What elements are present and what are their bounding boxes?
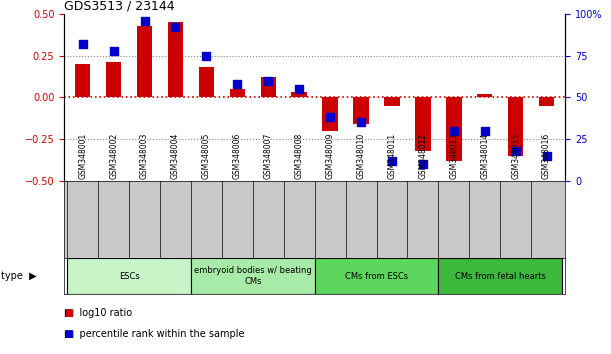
Bar — [539, 97, 554, 105]
Text: ■: ■ — [64, 329, 73, 339]
Text: ■  log10 ratio: ■ log10 ratio — [64, 308, 132, 318]
Text: ■: ■ — [64, 308, 73, 318]
Text: cell type  ▶: cell type ▶ — [0, 271, 36, 281]
Text: GDS3513 / 23144: GDS3513 / 23144 — [64, 0, 175, 13]
Bar — [384, 97, 400, 105]
Bar — [291, 92, 307, 97]
Point — [480, 128, 489, 133]
Point — [263, 78, 273, 84]
Bar — [446, 97, 461, 161]
Point — [140, 18, 150, 24]
Point — [418, 161, 428, 167]
Point — [295, 86, 304, 92]
Text: CMs from fetal hearts: CMs from fetal hearts — [455, 272, 546, 281]
Point — [325, 114, 335, 120]
Point — [109, 48, 119, 53]
Bar — [415, 97, 431, 150]
Text: embryoid bodies w/ beating
CMs: embryoid bodies w/ beating CMs — [194, 267, 312, 286]
Bar — [168, 23, 183, 97]
Bar — [106, 62, 122, 97]
Text: CMs from ESCs: CMs from ESCs — [345, 272, 408, 281]
Point — [542, 153, 552, 159]
Point — [170, 25, 180, 30]
Bar — [508, 97, 524, 156]
Point — [511, 148, 521, 153]
Point — [232, 81, 242, 87]
Bar — [199, 67, 214, 97]
Bar — [260, 78, 276, 97]
Bar — [353, 97, 369, 124]
Bar — [137, 26, 152, 97]
Point — [449, 128, 459, 133]
Bar — [191, 258, 315, 294]
Bar — [315, 258, 438, 294]
Point — [78, 41, 87, 47]
Bar — [323, 97, 338, 131]
Bar — [477, 94, 492, 97]
Point — [356, 120, 366, 125]
Bar — [75, 64, 90, 97]
Text: ESCs: ESCs — [119, 272, 139, 281]
Bar — [438, 258, 562, 294]
Bar — [230, 89, 245, 97]
Point — [387, 158, 397, 164]
Text: ■  percentile rank within the sample: ■ percentile rank within the sample — [64, 329, 244, 339]
Point — [202, 53, 211, 58]
Bar — [67, 258, 191, 294]
